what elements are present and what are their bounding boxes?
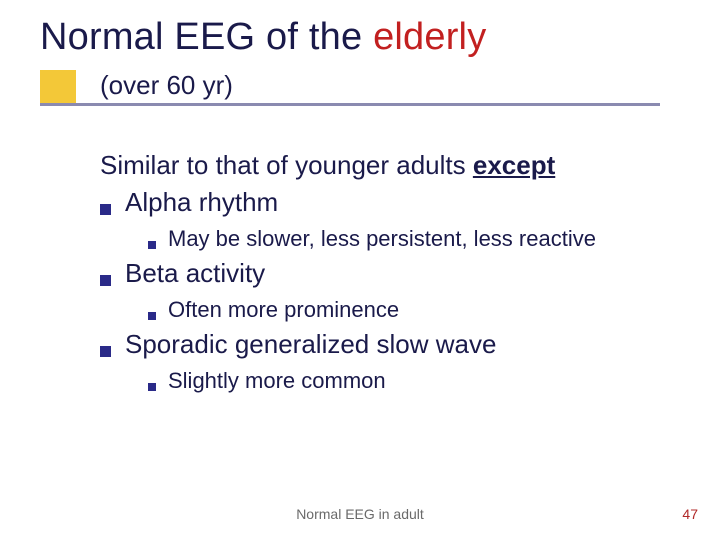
list-subitem-label: Often more prominence [168, 297, 399, 323]
title-block: Normal EEG of the elderly [40, 16, 486, 59]
square-bullet-icon [100, 346, 111, 357]
list-item: Alpha rhythm [100, 187, 700, 218]
square-bullet-icon [148, 241, 156, 249]
accent-box [40, 70, 76, 106]
square-bullet-icon [100, 275, 111, 286]
list-item-label: Alpha rhythm [125, 187, 278, 218]
list-subitem: Often more prominence [148, 297, 700, 323]
intro-plain: Similar to that of younger adults [100, 150, 473, 180]
title-underline [40, 103, 660, 106]
list-item: Beta activity [100, 258, 700, 289]
slide-title-plain: Normal EEG of the [40, 16, 373, 58]
intro-line: Similar to that of younger adults except [100, 150, 700, 181]
body: Similar to that of younger adults except… [100, 150, 700, 394]
list-item-label: Sporadic generalized slow wave [125, 329, 496, 360]
list-subitem-label: May be slower, less persistent, less rea… [168, 226, 596, 252]
slide-title-highlight: elderly [373, 16, 486, 58]
square-bullet-icon [100, 204, 111, 215]
list-item: Sporadic generalized slow wave [100, 329, 700, 360]
square-bullet-icon [148, 383, 156, 391]
page-number: 47 [682, 506, 698, 522]
square-bullet-icon [148, 312, 156, 320]
footer-text: Normal EEG in adult [0, 506, 720, 522]
list-subitem: Slightly more common [148, 368, 700, 394]
intro-except: except [473, 150, 555, 180]
list-subitem-label: Slightly more common [168, 368, 386, 394]
slide-subtitle: (over 60 yr) [100, 70, 233, 101]
slide: { "colors": { "text": "#1a1a4a", "red": … [0, 0, 720, 540]
list-subitem: May be slower, less persistent, less rea… [148, 226, 700, 252]
list-item-label: Beta activity [125, 258, 265, 289]
